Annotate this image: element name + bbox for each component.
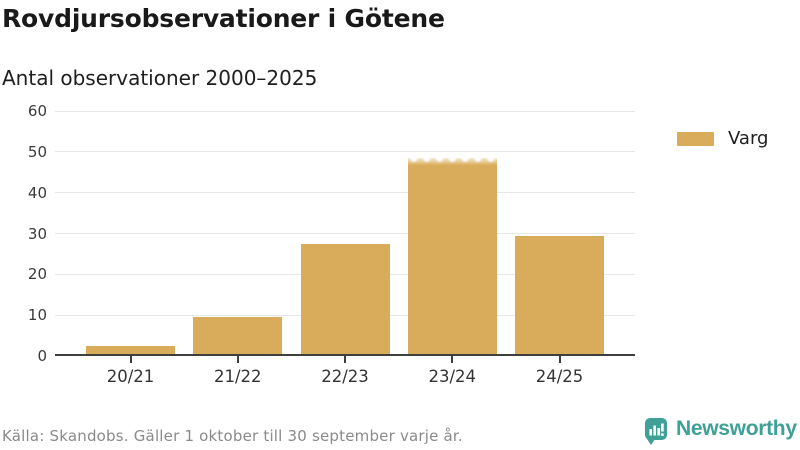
y-axis-tick-label-50: 50 (27, 142, 47, 161)
gridline-y-30 (55, 233, 635, 234)
x-axis-tick-label-24-25: 24/25 (535, 367, 584, 386)
y-axis-tick-label-10: 10 (27, 306, 47, 325)
x-axis-tick-label-21-22: 21/22 (213, 367, 262, 386)
gridline-y-50 (55, 151, 635, 153)
x-axis-line (55, 354, 635, 356)
x-axis-tick-label-22-23: 22/23 (321, 367, 369, 386)
bar-varg-20-21 (86, 345, 175, 354)
y-axis-tick-label-60: 60 (27, 102, 47, 120)
y-axis-tick-label-0: 0 (37, 347, 47, 365)
x-axis-tick-20-21 (129, 356, 132, 363)
bar-varg-24-25 (515, 235, 604, 354)
y-axis-tick-label-20: 20 (27, 265, 47, 284)
chart-title: Rovdjursobservationer i Götene (2, 4, 445, 33)
x-axis-tick-label-23-24: 23/24 (428, 367, 477, 386)
bar-varg-22-23 (300, 243, 390, 354)
x-axis-tick-24-25 (558, 356, 561, 363)
newsworthy-wordmark: Newsworthy (676, 417, 797, 440)
legend: Varg (677, 128, 768, 149)
x-axis-tick-label-20-21: 20/21 (106, 367, 155, 386)
y-axis-tick-label-40: 40 (27, 183, 47, 202)
bar-varg-23-24 (407, 157, 497, 354)
source-note: Källa: Skandobs. Gäller 1 oktober till 3… (2, 427, 463, 445)
bar-varg-21-22 (193, 317, 283, 354)
x-axis-tick-22-23 (344, 356, 346, 363)
y-axis-tick-label-30: 30 (27, 224, 47, 243)
gridline-y-40 (55, 192, 635, 194)
gridline-y-60 (55, 110, 635, 112)
plot-area: 0 10 20 30 40 50 60 20/21 21/22 22/23 23/24 24/25 (28, 102, 635, 386)
chart-subtitle: Antal observationer 2000–2025 (2, 66, 318, 90)
legend-swatch-varg (677, 131, 714, 146)
newsworthy-chart-bubble-icon (645, 418, 667, 445)
x-axis-tick-23-24 (451, 356, 454, 363)
x-axis-tick-21-22 (236, 356, 239, 363)
legend-label-varg: Varg (728, 128, 769, 149)
newsworthy-logo: Newsworthy (645, 415, 797, 445)
